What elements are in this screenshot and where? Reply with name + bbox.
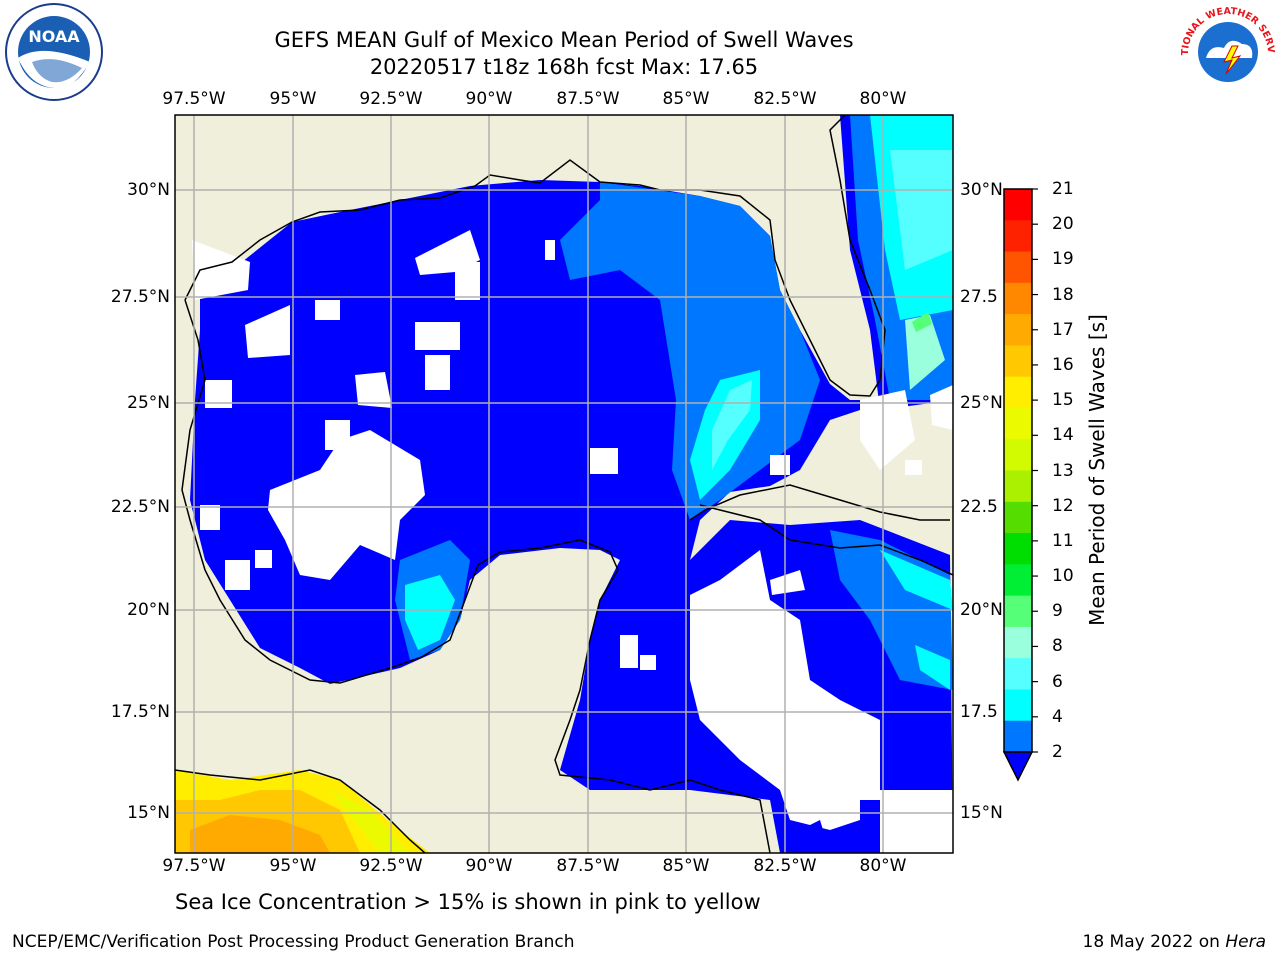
lon-tick-top: 95°W xyxy=(269,89,317,109)
footer-date-text: 18 May 2022 on xyxy=(1082,932,1226,952)
lat-tick-right: 27.5 xyxy=(960,287,998,307)
lat-tick-left: 17.5°N xyxy=(110,702,170,722)
colorbar-band xyxy=(1004,314,1032,346)
colorbar-tick-label: 12 xyxy=(1052,495,1074,516)
colorbar-band xyxy=(1004,595,1032,628)
colorbar-tick-label: 15 xyxy=(1052,390,1074,411)
gridlines xyxy=(175,115,953,853)
colorbar-tick-label: 13 xyxy=(1052,460,1074,481)
footer-host: Hera xyxy=(1225,932,1266,952)
lon-tick-bottom: 82.5°W xyxy=(753,856,817,876)
lat-tick-right: 22.5 xyxy=(960,497,998,517)
colorbar-band xyxy=(1004,439,1032,471)
colorbar-band xyxy=(1004,658,1032,690)
lat-tick-left: 22.5°N xyxy=(110,497,170,517)
lon-tick-top: 85°W xyxy=(662,89,710,109)
colorbar-band xyxy=(1004,345,1032,378)
chart-title: GEFS MEAN Gulf of Mexico Mean Period of … xyxy=(274,28,854,52)
colorbar-tick-label: 10 xyxy=(1052,566,1074,587)
noaa-logo-text: NOAA xyxy=(28,27,80,46)
lat-tick-left: 20°N xyxy=(127,600,170,620)
colorbar-tick-label: 2 xyxy=(1052,742,1063,762)
lon-tick-top: 92.5°W xyxy=(359,89,423,109)
colorbar-tick-label: 16 xyxy=(1052,354,1074,375)
lat-tick-left: 25°N xyxy=(127,393,170,413)
colorbar-band xyxy=(1004,564,1032,597)
map-frame xyxy=(174,114,954,854)
colorbar-label: Mean Period of Swell Waves [s] xyxy=(1085,314,1109,626)
nws-logo: NATIONAL WEATHER SERVICE xyxy=(1176,2,1276,100)
lat-tick-left: 30°N xyxy=(127,180,170,200)
footer-date: 18 May 2022 on Hera xyxy=(1083,932,1267,952)
footer-branch: NCEP/EMC/Verification Post Processing Pr… xyxy=(12,932,575,952)
colorbar-tick-label: 17 xyxy=(1052,319,1074,340)
colorbar-band xyxy=(1004,407,1032,440)
lon-tick-bottom: 87.5°W xyxy=(556,856,620,876)
lon-tick-bottom: 90°W xyxy=(465,856,513,876)
lat-tick-right: 30°N xyxy=(960,180,1003,200)
lon-tick-top: 82.5°W xyxy=(753,89,817,109)
colorbar-band xyxy=(1004,220,1032,253)
noaa-logo: NOAA xyxy=(5,3,103,101)
lon-tick-top: 87.5°W xyxy=(556,89,620,109)
lat-tick-right: 25°N xyxy=(960,393,1003,413)
colorbar-band xyxy=(1004,470,1032,503)
colorbar-band xyxy=(1004,251,1032,284)
colorbar-band xyxy=(1004,720,1032,753)
colorbar-tick-label: 18 xyxy=(1052,284,1074,305)
lon-tick-top: 90°W xyxy=(465,89,513,109)
colorbar-band xyxy=(1004,282,1032,315)
colorbar-band xyxy=(1004,501,1032,534)
lon-tick-bottom: 85°W xyxy=(662,856,710,876)
lat-tick-right: 15°N xyxy=(960,803,1003,823)
lon-tick-top: 97.5°W xyxy=(162,89,226,109)
colorbar-band xyxy=(1004,189,1032,221)
lat-tick-left: 15°N xyxy=(127,803,170,823)
colorbar-tick-label: 14 xyxy=(1052,425,1074,446)
colorbar-tick-label: 6 xyxy=(1052,671,1063,692)
lat-tick-left: 27.5°N xyxy=(110,287,170,307)
colorbar-tick-label: 21 xyxy=(1052,179,1074,199)
colorbar-band xyxy=(1004,533,1032,565)
colorbar-tick-label: 11 xyxy=(1052,530,1074,551)
lon-tick-bottom: 92.5°W xyxy=(359,856,423,876)
colorbar-extend-triangle xyxy=(1002,751,1034,782)
lon-tick-top: 80°W xyxy=(859,89,907,109)
lon-tick-bottom: 97.5°W xyxy=(162,856,226,876)
lon-tick-bottom: 95°W xyxy=(269,856,317,876)
sea-ice-note: Sea Ice Concentration > 15% is shown in … xyxy=(175,890,761,914)
colorbar xyxy=(1002,188,1038,782)
colorbar-tick-label: 8 xyxy=(1052,636,1063,657)
colorbar-tick-label: 20 xyxy=(1052,214,1074,235)
colorbar-tick-label: 4 xyxy=(1052,706,1063,727)
chart-subtitle-forecast: 20220517 t18z 168h fcst Max: 17.65 xyxy=(369,55,759,79)
colorbar-band xyxy=(1004,689,1032,722)
colorbar-tick-label: 9 xyxy=(1052,601,1063,622)
lon-tick-bottom: 80°W xyxy=(859,856,907,876)
colorbar-tick-label: 19 xyxy=(1052,249,1074,270)
colorbar-band xyxy=(1004,376,1032,409)
lat-tick-right: 20°N xyxy=(960,600,1003,620)
colorbar-band xyxy=(1004,626,1032,659)
lat-tick-right: 17.5 xyxy=(960,702,998,722)
